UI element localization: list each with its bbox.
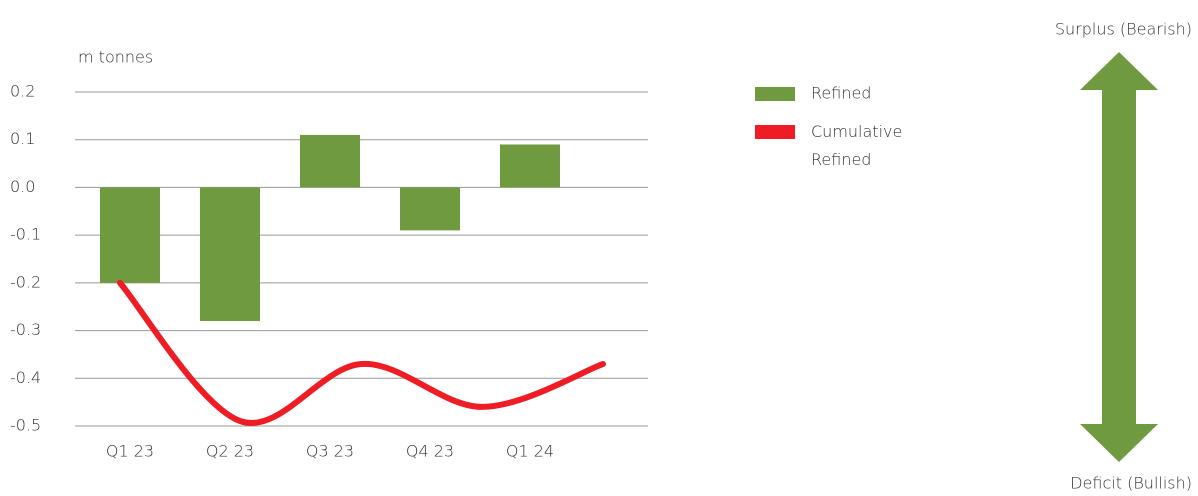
annotation-top: Surplus (Bearish) <box>1055 20 1192 39</box>
cumulative-line <box>117 279 606 426</box>
x-tick-label: Q3 23 <box>306 442 354 461</box>
y-tick-label: 0.0 <box>10 177 35 196</box>
legend-label: Refined <box>811 84 871 103</box>
bar <box>500 144 560 188</box>
y-tick-label: 0.2 <box>10 82 35 101</box>
bar <box>200 187 260 322</box>
x-tick-label: Q1 23 <box>106 442 154 461</box>
bar <box>100 187 160 283</box>
annotation-bottom: Deficit (Bullish) <box>1070 474 1192 493</box>
legend-label: Cumulative Refined <box>811 122 902 169</box>
y-tick-label: -0.2 <box>10 272 41 291</box>
legend-swatch <box>755 125 795 139</box>
y-tick-label: -0.1 <box>10 225 41 244</box>
legend-swatch <box>755 87 795 101</box>
y-tick-label: -0.5 <box>10 416 41 435</box>
x-tick-label: Q1 24 <box>506 442 554 461</box>
y-axis-label: m tonnes <box>78 48 153 67</box>
y-tick-label: -0.4 <box>10 368 41 387</box>
y-tick-label: 0.1 <box>10 129 35 148</box>
direction-arrow <box>1080 52 1158 462</box>
x-tick-label: Q2 23 <box>206 442 254 461</box>
bar <box>400 187 460 231</box>
bar <box>300 134 360 188</box>
y-tick-label: -0.3 <box>10 320 41 339</box>
x-tick-label: Q4 23 <box>406 442 454 461</box>
